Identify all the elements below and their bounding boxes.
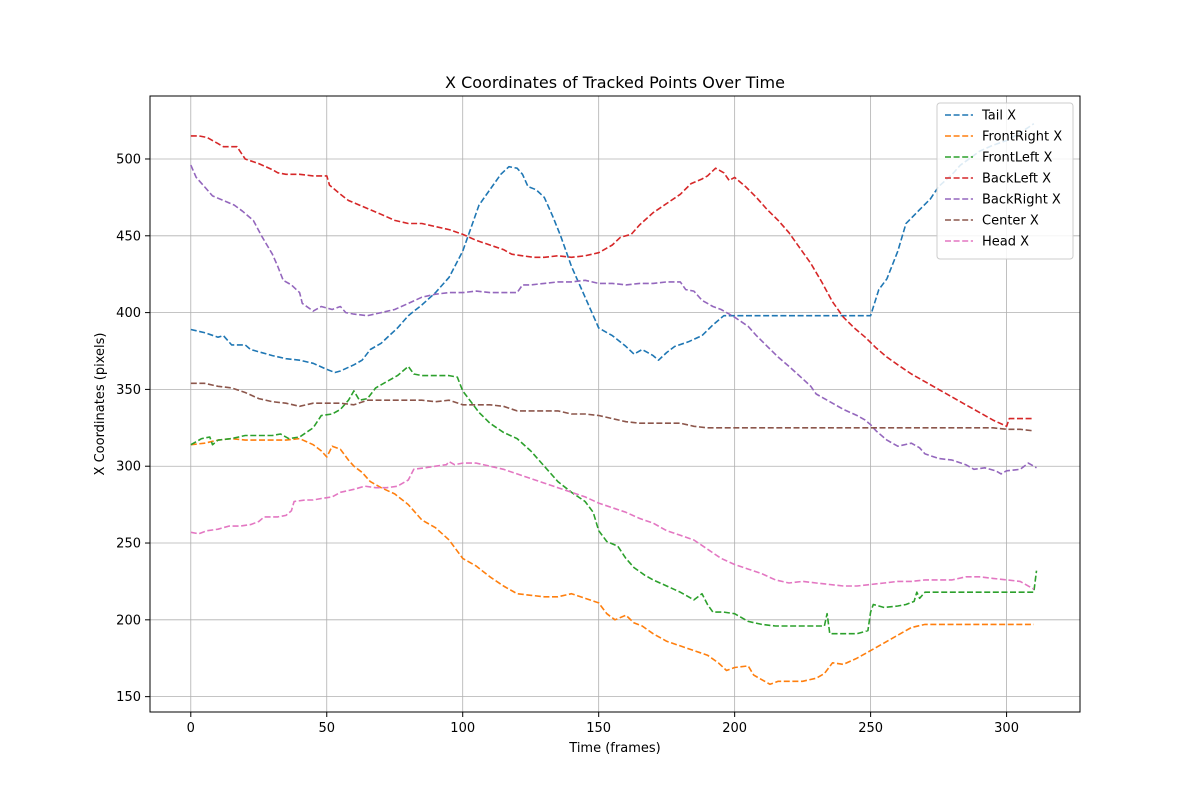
y-tick-label: 400 [116, 306, 141, 321]
x-tick-label: 300 [994, 721, 1019, 736]
y-tick-label: 250 [116, 537, 141, 552]
x-tick-label: 200 [722, 721, 747, 736]
x-tick-label: 250 [858, 721, 883, 736]
series-line-tail-x [190, 123, 1035, 374]
series-line-frontleft-x [190, 365, 1038, 635]
y-tick-label: 450 [116, 229, 141, 244]
x-axis-ticks: 0 50 100 150 200 250 300 [187, 712, 1019, 736]
y-tick-label: 200 [116, 613, 141, 628]
chart-title: X Coordinates of Tracked Points Over Tim… [445, 73, 785, 92]
x-tick-label: 100 [450, 721, 475, 736]
series-line-backright-x [190, 164, 1037, 475]
series-lines [190, 123, 1038, 686]
legend-entry-label: BackRight X [982, 193, 1061, 208]
plot-frame [149, 95, 1081, 713]
legend: Tail X FrontRight X FrontLeft X BackLeft X B… [936, 102, 1074, 260]
y-tick-label: 150 [116, 690, 141, 705]
x-axis-label: Time (frames) [568, 741, 660, 756]
legend-entry-label: BackLeft X [982, 172, 1051, 187]
legend-entry-label: Head X [982, 235, 1029, 250]
y-axis-label: X Coordinates (pixels) [93, 333, 108, 476]
y-tick-label: 300 [116, 460, 141, 475]
series-line-frontright-x [190, 437, 1034, 686]
grid-lines [150, 96, 1080, 712]
series-line-head-x [190, 460, 1035, 590]
y-axis-ticks: 150 200 250 300 350 400 450 500 [116, 152, 150, 705]
x-tick-label: 50 [318, 721, 335, 736]
legend-entry-label: Tail X [981, 109, 1016, 124]
series-line-center-x [190, 382, 1034, 432]
series-line-backleft-x [190, 135, 1034, 428]
y-tick-label: 500 [116, 152, 141, 167]
x-tick-label: 150 [586, 721, 611, 736]
legend-entry-label: Center X [982, 214, 1039, 229]
legend-entry-label: FrontRight X [982, 130, 1062, 145]
legend-entry-label: FrontLeft X [982, 151, 1052, 166]
y-tick-label: 350 [116, 383, 141, 398]
x-tick-label: 0 [187, 721, 195, 736]
